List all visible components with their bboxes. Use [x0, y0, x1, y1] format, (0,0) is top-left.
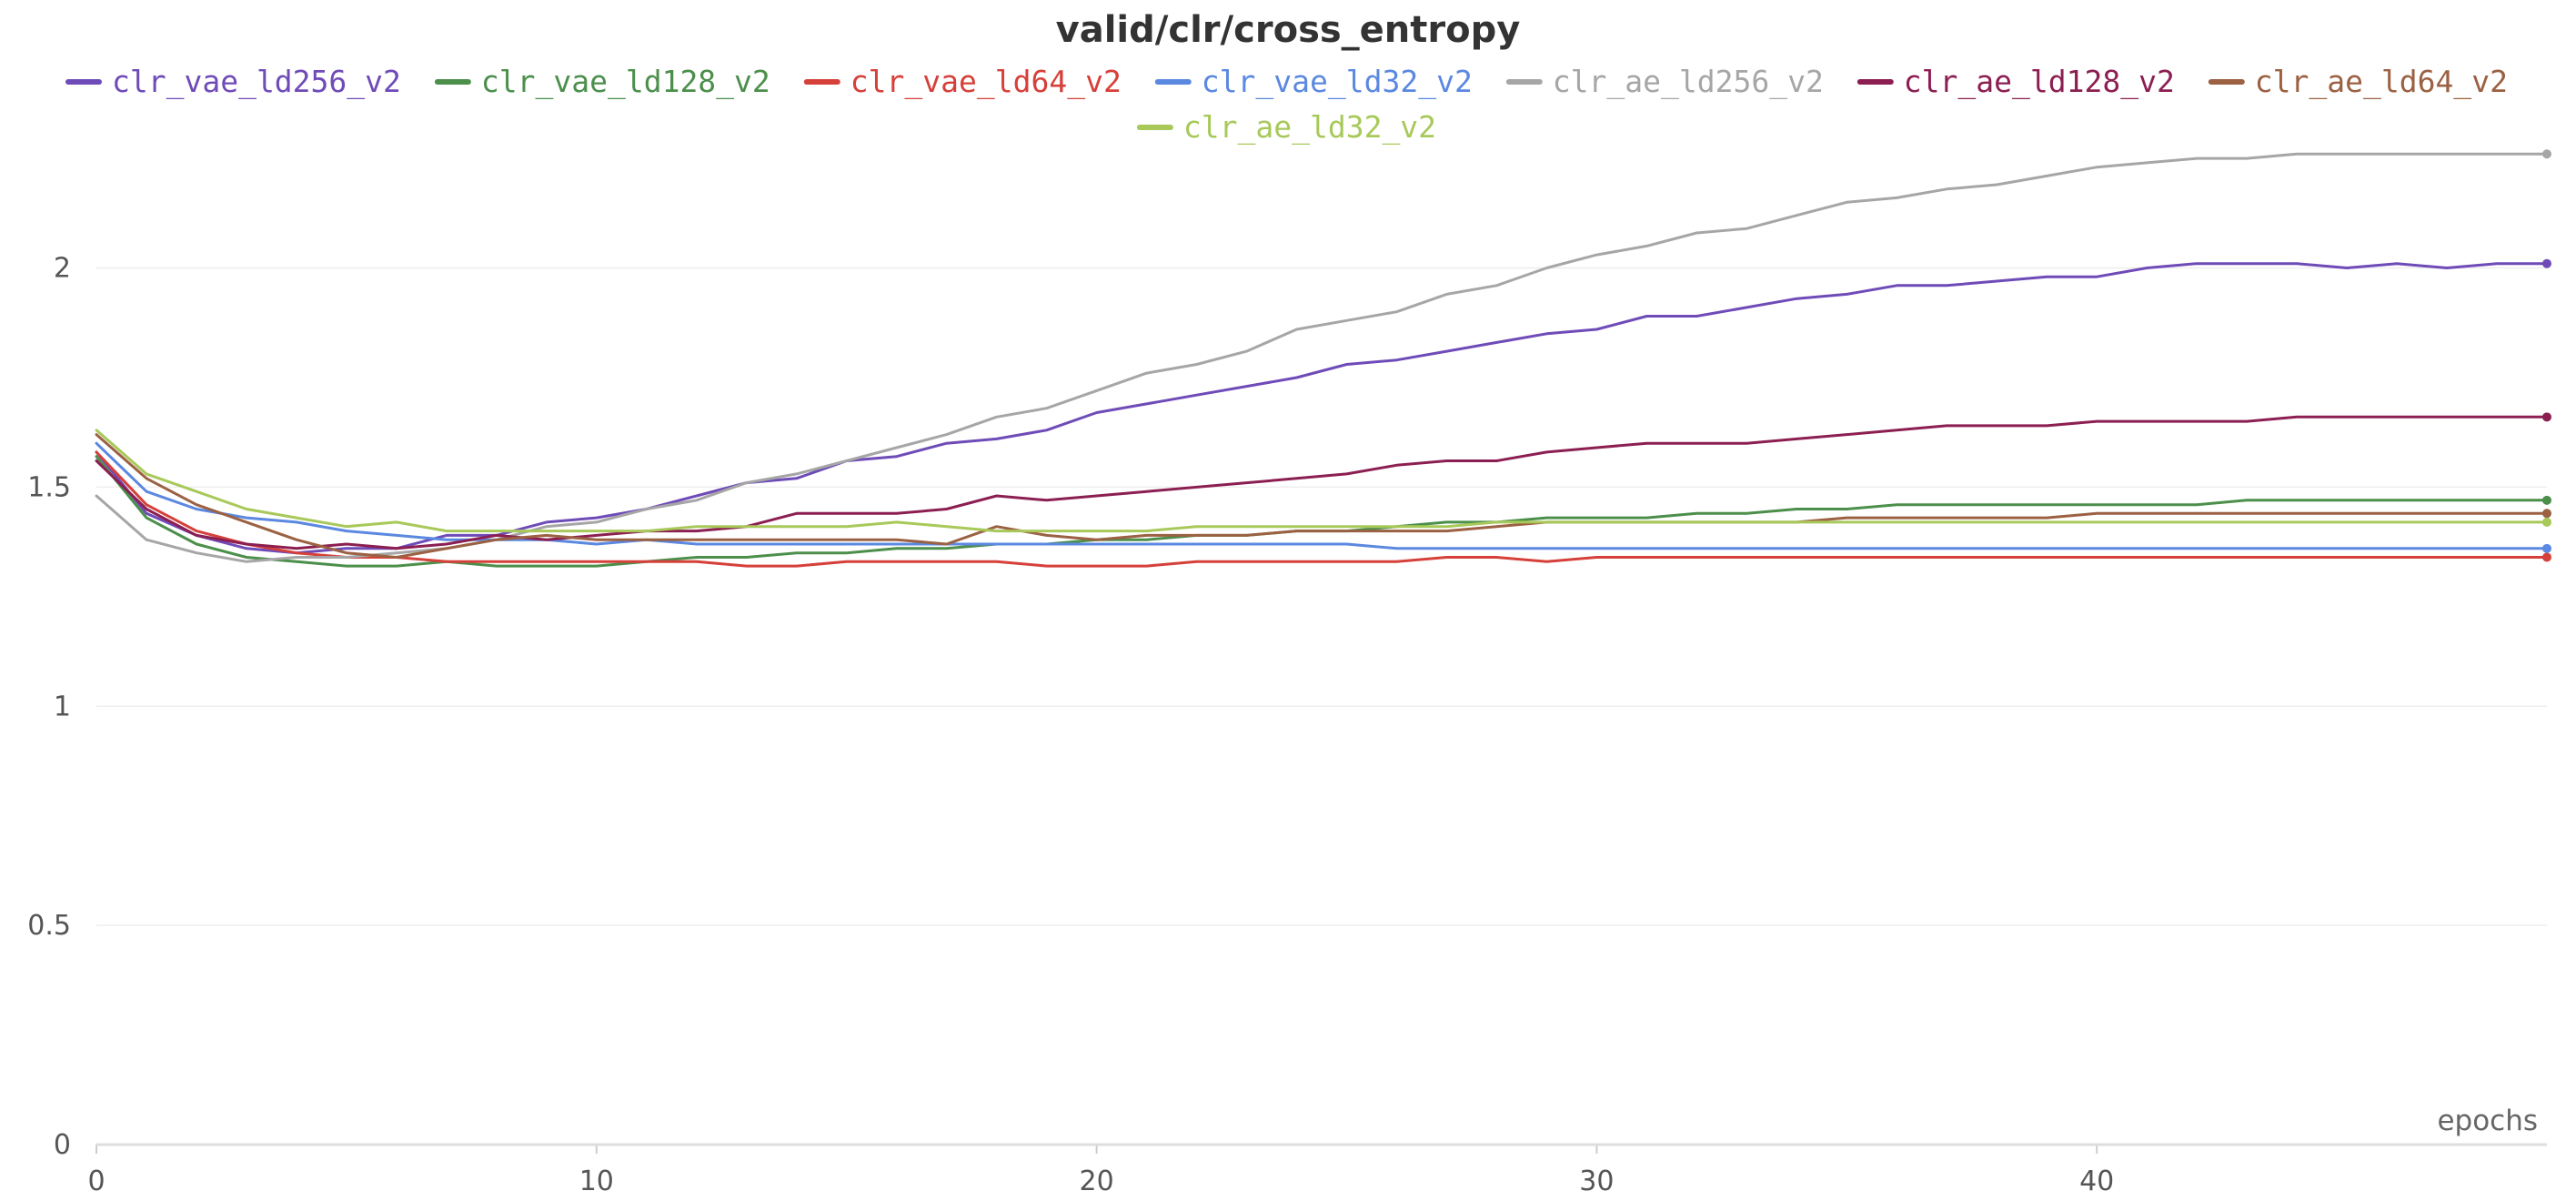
series-end-point [2542, 517, 2551, 527]
series-line-clr_vae_ld64_v2 [95, 450, 2549, 568]
x-tick-label: 0 [87, 1166, 105, 1197]
y-axis-ticks: 0 0.5 1 1.5 2 [27, 253, 71, 1161]
y-tick-label: 0.5 [27, 910, 71, 942]
series-line-clr_ae_ld64_v2 [95, 433, 2549, 559]
legend-label: clr_vae_ld64_v2 [850, 64, 1122, 100]
legend-label: clr_ae_ld256_v2 [1553, 64, 1824, 100]
x-tick-label: 20 [1079, 1166, 1113, 1197]
series-end-point [2542, 509, 2551, 519]
legend-item[interactable]: clr_ae_ld256_v2 [1505, 64, 1824, 100]
legend-item[interactable]: clr_ae_ld64_v2 [2208, 64, 2508, 100]
legend-item[interactable]: clr_ae_ld32_v2 [1136, 109, 1436, 146]
chart-title: valid/clr/cross_entropy [1056, 9, 1521, 51]
series-end-point [2542, 412, 2551, 422]
y-tick-label: 2 [54, 253, 71, 285]
legend-label: clr_vae_ld128_v2 [481, 64, 770, 100]
legend-label: clr_vae_ld32_v2 [1202, 64, 1473, 100]
series-end-point [2542, 149, 2551, 159]
x-axis-ticks: 0 10 20 30 40 [87, 1145, 2114, 1197]
legend-item[interactable]: clr_vae_ld128_v2 [434, 64, 770, 100]
legend-item[interactable]: clr_ae_ld128_v2 [1857, 64, 2175, 100]
legend-label: clr_ae_ld32_v2 [1183, 109, 1436, 146]
series-end-point [2542, 543, 2551, 553]
grid-lines [96, 267, 2547, 926]
legend: clr_vae_ld256_v2 clr_vae_ld128_v2 clr_vae_… [65, 64, 2508, 146]
x-tick-label: 30 [1579, 1166, 1614, 1197]
series-line-clr_ae_ld128_v2 [95, 415, 2549, 550]
legend-label: clr_vae_ld256_v2 [112, 64, 401, 100]
series-end-point [2542, 258, 2551, 268]
legend-item[interactable]: clr_vae_ld256_v2 [65, 64, 401, 100]
x-tick-label: 10 [579, 1166, 614, 1197]
y-tick-label: 1 [54, 691, 71, 722]
series-line-clr_ae_ld256_v2 [95, 152, 2549, 563]
series-lines [95, 149, 2551, 568]
legend-label: clr_ae_ld128_v2 [1904, 64, 2175, 100]
legend-item[interactable]: clr_vae_ld32_v2 [1154, 64, 1473, 100]
series-line-clr_vae_ld256_v2 [95, 262, 2549, 555]
x-tick-label: 40 [2079, 1166, 2114, 1197]
series-line-clr_ae_ld32_v2 [95, 429, 2549, 533]
y-tick-label: 1.5 [27, 471, 71, 503]
series-end-point [2542, 495, 2551, 505]
y-tick-label: 0 [54, 1129, 71, 1161]
legend-item[interactable]: clr_vae_ld64_v2 [803, 64, 1122, 100]
legend-label: clr_ae_ld64_v2 [2255, 64, 2508, 100]
x-axis-label: epochs [2437, 1105, 2538, 1137]
series-end-point [2542, 552, 2551, 562]
